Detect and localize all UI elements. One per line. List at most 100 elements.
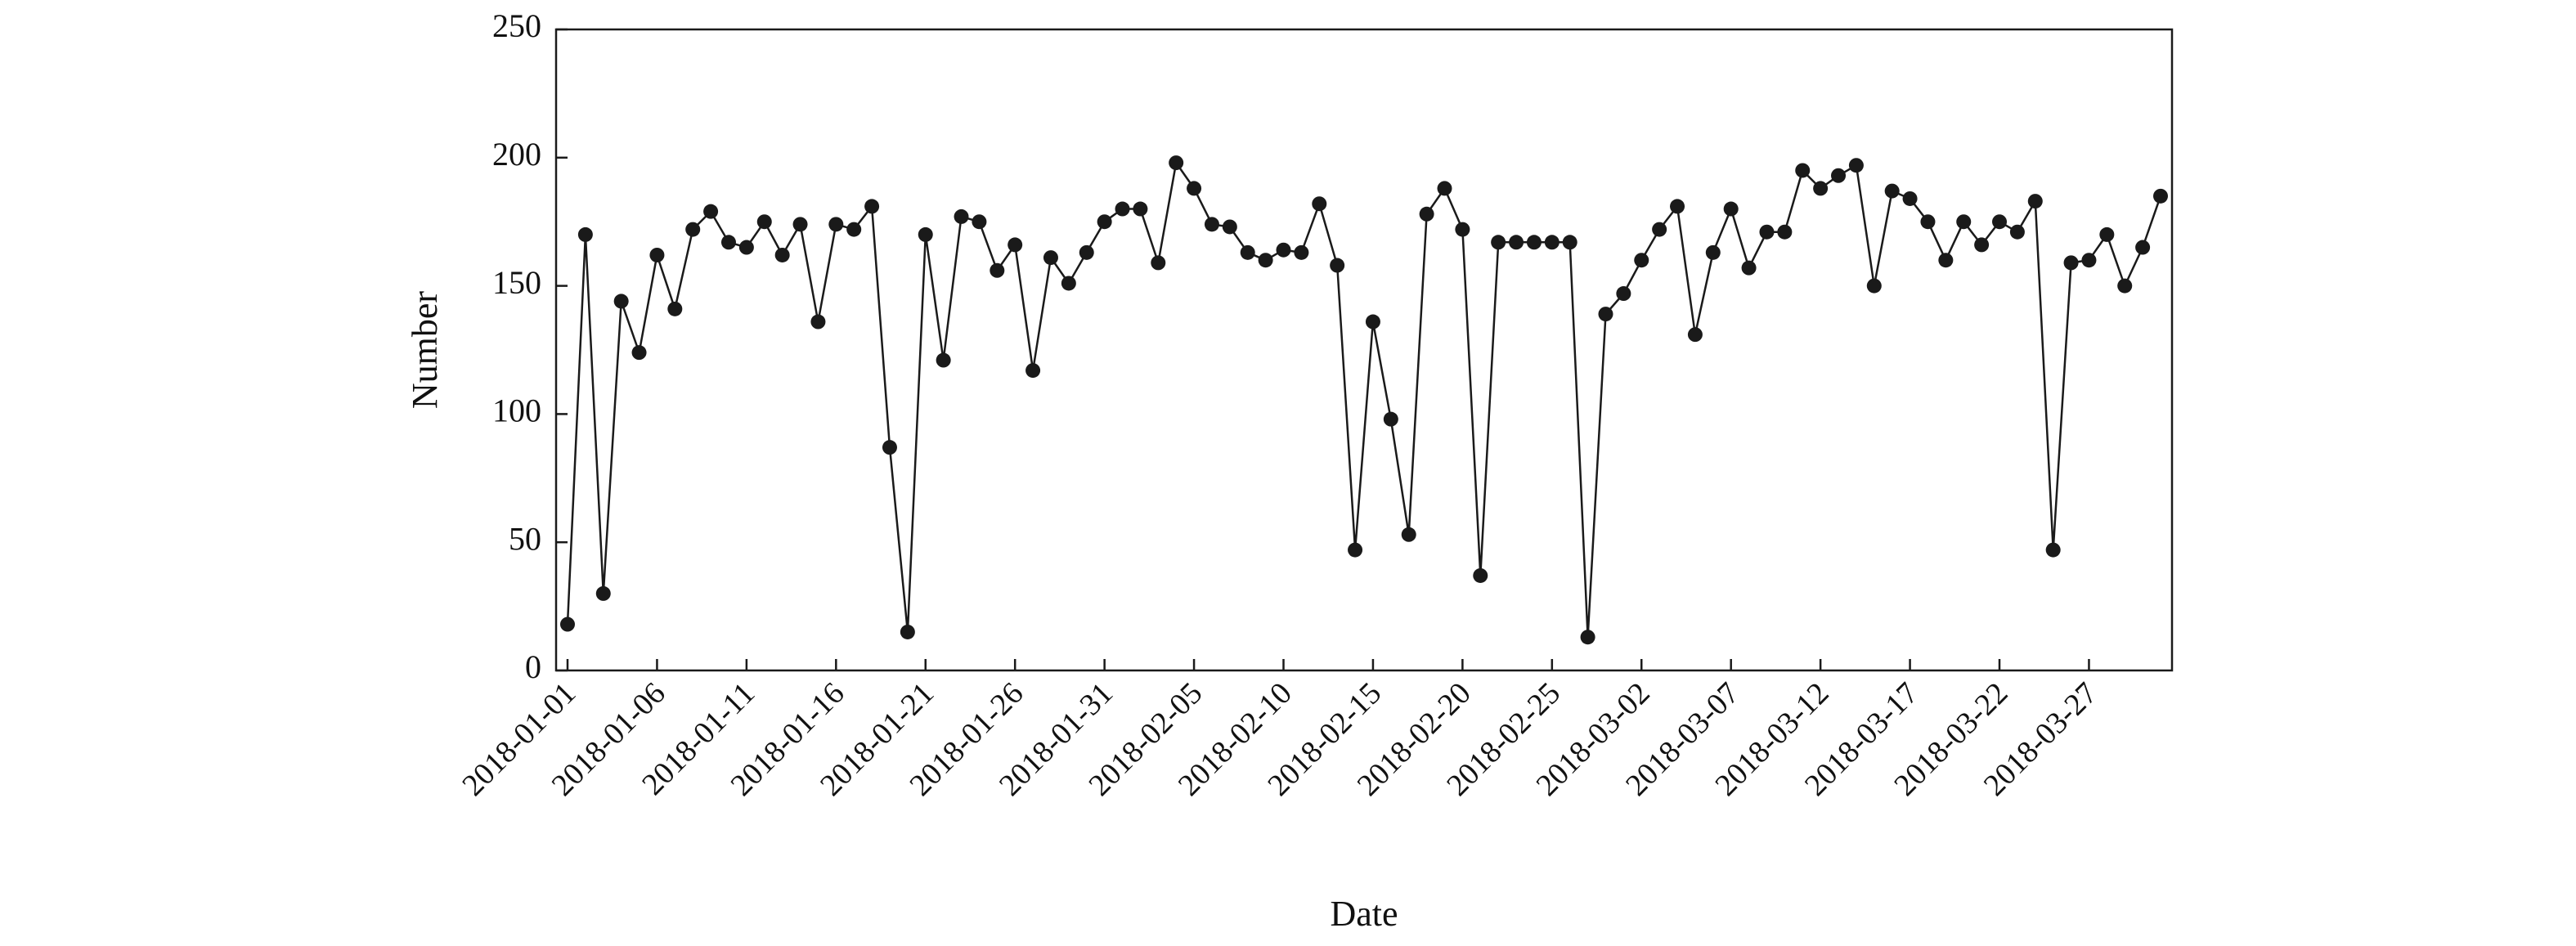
y-tick-label: 0 bbox=[525, 648, 541, 685]
series-line bbox=[566, 161, 2162, 639]
data-point bbox=[1222, 219, 1237, 235]
data-point bbox=[2099, 226, 2115, 242]
data-point bbox=[2135, 240, 2151, 255]
data-point bbox=[1330, 258, 1345, 273]
data-point bbox=[1526, 235, 1542, 250]
data-point bbox=[1562, 235, 1577, 250]
data-point bbox=[1920, 214, 1936, 230]
data-point bbox=[1938, 253, 1954, 268]
data-point bbox=[1115, 201, 1130, 217]
data-point bbox=[1884, 183, 1900, 199]
data-point bbox=[2045, 542, 2061, 558]
data-point bbox=[1544, 235, 1560, 250]
data-point bbox=[2009, 224, 2025, 240]
data-point bbox=[1401, 527, 1416, 542]
data-point bbox=[756, 214, 772, 230]
data-point bbox=[882, 440, 897, 455]
data-point bbox=[738, 240, 754, 255]
data-point bbox=[954, 208, 969, 224]
y-tick-label: 200 bbox=[492, 136, 541, 173]
data-point bbox=[1509, 235, 1524, 250]
data-point bbox=[1580, 630, 1595, 645]
data-point bbox=[1276, 242, 1291, 258]
y-tick-label: 50 bbox=[509, 520, 541, 557]
data-point bbox=[1723, 201, 1739, 217]
data-point bbox=[990, 262, 1005, 278]
data-point bbox=[1365, 314, 1380, 330]
data-point bbox=[900, 624, 915, 639]
data-point bbox=[792, 217, 808, 232]
data-point bbox=[810, 314, 826, 330]
data-point bbox=[2027, 194, 2043, 209]
data-point bbox=[1043, 250, 1058, 266]
data-point bbox=[1956, 214, 1972, 230]
data-point bbox=[864, 199, 880, 214]
data-point bbox=[1902, 191, 1918, 206]
data-point bbox=[1634, 253, 1649, 268]
x-axis: 2018-01-012018-01-062018-01-112018-01-16… bbox=[456, 659, 2104, 803]
data-point bbox=[1652, 222, 1667, 237]
data-point bbox=[1831, 168, 1847, 183]
data-point bbox=[1079, 244, 1094, 260]
data-point bbox=[649, 247, 665, 262]
data-point bbox=[1670, 199, 1685, 214]
series-layer bbox=[560, 155, 2168, 645]
data-point bbox=[1419, 206, 1434, 222]
data-point bbox=[1795, 163, 1811, 178]
data-point bbox=[1455, 222, 1470, 237]
data-point bbox=[972, 214, 987, 230]
data-point bbox=[1437, 181, 1452, 196]
data-point bbox=[1705, 244, 1721, 260]
data-point bbox=[828, 217, 844, 232]
data-point bbox=[685, 222, 701, 237]
data-point bbox=[1848, 158, 1864, 173]
data-point bbox=[1169, 155, 1184, 171]
data-point bbox=[595, 585, 611, 601]
data-point bbox=[2063, 255, 2079, 271]
y-tick-label: 150 bbox=[492, 264, 541, 301]
data-point bbox=[1133, 201, 1148, 217]
data-point bbox=[1491, 235, 1506, 250]
data-point bbox=[1061, 276, 1076, 291]
data-point bbox=[1974, 237, 1990, 253]
data-point bbox=[1312, 196, 1327, 212]
data-point bbox=[1759, 224, 1775, 240]
data-point bbox=[1025, 363, 1041, 379]
data-point bbox=[1097, 214, 1112, 230]
data-point bbox=[1383, 411, 1398, 427]
data-point bbox=[1240, 244, 1255, 260]
data-point bbox=[1866, 278, 1882, 294]
data-point bbox=[1777, 224, 1793, 240]
data-point bbox=[560, 616, 575, 632]
data-point bbox=[1741, 260, 1757, 276]
data-point bbox=[846, 222, 862, 237]
x-axis-title: Date bbox=[1330, 894, 1398, 934]
data-point bbox=[2153, 188, 2168, 204]
data-point bbox=[1687, 327, 1703, 343]
data-point bbox=[1348, 542, 1363, 558]
data-point bbox=[577, 226, 593, 242]
y-tick-label: 100 bbox=[492, 392, 541, 429]
plot-area-frame bbox=[554, 28, 2174, 672]
data-point bbox=[2117, 278, 2133, 294]
data-point bbox=[918, 226, 933, 242]
data-point bbox=[1187, 181, 1202, 196]
data-point bbox=[720, 235, 736, 250]
data-point bbox=[1258, 253, 1273, 268]
data-point bbox=[1294, 244, 1309, 260]
y-axis-title: Number bbox=[405, 291, 445, 410]
y-axis: 0 50 100 150 200 250 bbox=[492, 7, 568, 685]
data-point bbox=[631, 345, 647, 361]
data-point bbox=[936, 352, 951, 368]
data-point bbox=[1598, 307, 1613, 322]
data-point bbox=[1151, 255, 1166, 271]
data-point bbox=[1008, 237, 1023, 253]
data-point bbox=[1813, 181, 1829, 196]
data-point bbox=[1616, 286, 1631, 302]
data-point bbox=[613, 294, 629, 309]
data-point bbox=[1473, 567, 1488, 583]
data-point bbox=[774, 247, 790, 262]
data-point bbox=[667, 301, 683, 316]
